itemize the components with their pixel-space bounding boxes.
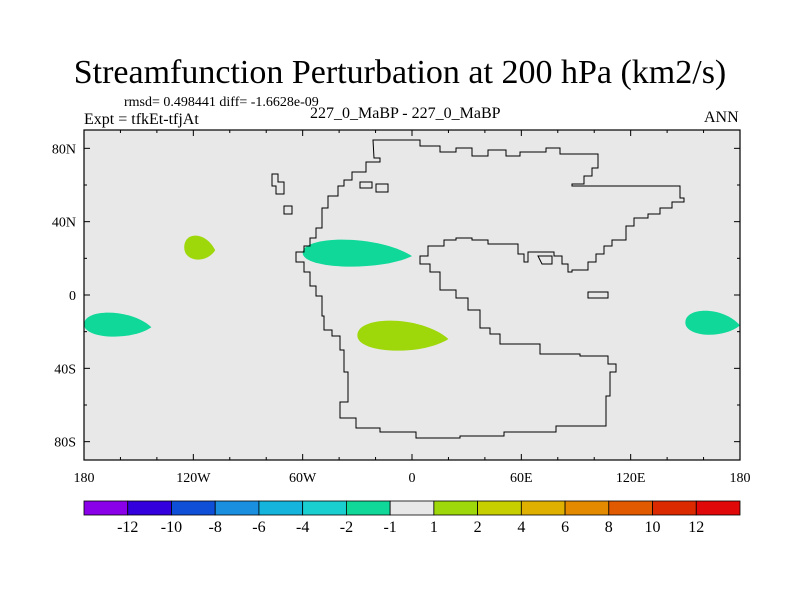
colorbar-swatch	[433, 500, 479, 516]
colorbar-swatch	[520, 500, 566, 516]
coastline-islands	[271, 173, 609, 299]
colorbar-label: 6	[561, 519, 569, 536]
colorbar-label: -6	[252, 519, 265, 536]
colorbar-label: -10	[161, 519, 182, 536]
colorbar: -12 -10 -8 -6 -4 -2 -1 1 2 4 6 8 10 12	[83, 500, 741, 536]
y-tick-label: 40N	[52, 216, 76, 231]
colorbar-swatch	[214, 500, 260, 516]
y-tick-label: 0	[69, 289, 76, 304]
colorbar-swatch	[127, 500, 172, 516]
y-tick-label: 80N	[52, 142, 76, 157]
plot-background	[84, 130, 740, 460]
anomaly-feature-2	[357, 320, 449, 351]
colorbar-swatch	[389, 500, 435, 516]
colorbar-label: -4	[296, 519, 309, 536]
colorbar-swatch	[564, 500, 610, 516]
colorbar-swatch	[477, 500, 522, 516]
colorbar-label: -12	[117, 519, 138, 536]
anomaly-contours	[84, 235, 740, 351]
colorbar-swatch	[83, 500, 129, 516]
colorbar-label: -1	[383, 519, 396, 536]
rmsd-diff-stats: rmsd= 0.498441 diff= -1.6628e-09	[124, 95, 319, 110]
anomaly-feature-3	[84, 312, 152, 337]
x-tick-label: 180	[730, 471, 751, 486]
colorbar-swatch	[652, 500, 697, 516]
colorbar-label: -8	[209, 519, 222, 536]
experiment-label: Expt = tfkEt-tfjAt	[84, 111, 199, 128]
case-subtitle: 227_0_MaBP - 227_0_MaBP	[310, 105, 501, 122]
x-tick-label: 120W	[176, 471, 211, 486]
y-axis-ticks: 80N 40N 0 40S 80S	[52, 142, 740, 451]
colorbar-swatch	[608, 500, 653, 516]
colorbar-label: 12	[688, 519, 704, 536]
colorbar-label: 2	[474, 519, 482, 536]
x-tick-label: 180	[74, 471, 95, 486]
colorbar-swatch	[171, 500, 216, 516]
colorbar-swatch	[258, 500, 304, 516]
x-tick-label: 120E	[616, 471, 646, 486]
y-tick-label: 40S	[54, 362, 76, 377]
colorbar-swatch	[345, 500, 391, 516]
colorbar-label: 10	[645, 519, 661, 536]
coastline	[295, 139, 685, 439]
colorbar-label: -2	[340, 519, 353, 536]
season-label: ANN	[704, 109, 739, 126]
y-tick-label: 80S	[54, 436, 76, 451]
page-title: Streamfunction Perturbation at 200 hPa (…	[73, 54, 727, 91]
anomaly-feature-0	[184, 235, 216, 260]
anomaly-feature-4	[685, 310, 740, 335]
x-tick-label: 0	[409, 471, 416, 486]
x-tick-label: 60W	[289, 471, 317, 486]
colorbar-label: 8	[605, 519, 613, 536]
x-tick-label: 60E	[510, 471, 533, 486]
colorbar-label: 1	[430, 519, 438, 536]
colorbar-swatch	[302, 500, 347, 516]
colorbar-swatch	[695, 500, 741, 516]
anomaly-feature-1	[302, 239, 412, 267]
x-axis-ticks: 180 120W 60W 0 60E 120E 180	[74, 130, 751, 486]
colorbar-label: 4	[517, 519, 525, 536]
